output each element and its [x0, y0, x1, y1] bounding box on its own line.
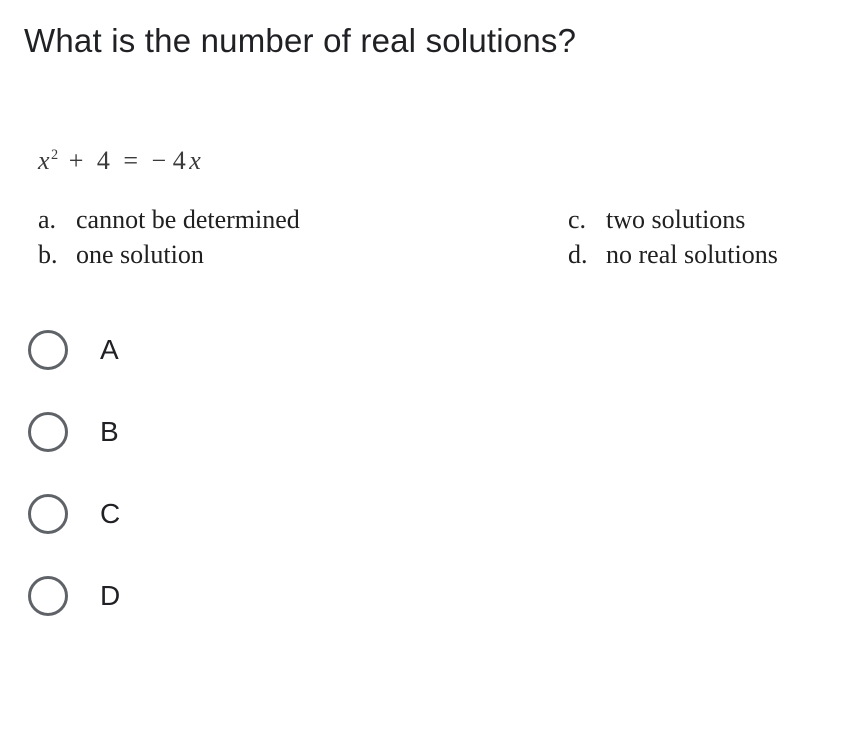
answer-key-d: d. no real solutions	[568, 237, 834, 272]
option-c[interactable]: C	[28, 494, 834, 534]
answer-text-c: two solutions	[606, 202, 745, 237]
option-d[interactable]: D	[28, 576, 834, 616]
answer-key-a: a. cannot be determined	[38, 202, 568, 237]
option-label-a: A	[100, 334, 119, 366]
option-label-c: C	[100, 498, 121, 530]
answer-letter-b: b.	[38, 237, 76, 272]
answer-key-col-right: c. two solutions d. no real solutions	[568, 202, 834, 272]
equation-rhs-var: x	[189, 146, 201, 175]
answer-letter-a: a.	[38, 202, 76, 237]
equation: x2 + 4 = −4x	[38, 146, 834, 176]
radio-icon	[28, 494, 68, 534]
answer-text-d: no real solutions	[606, 237, 778, 272]
answer-text-b: one solution	[76, 237, 204, 272]
question-title: What is the number of real solutions?	[24, 22, 834, 60]
equation-lhs-var: x	[38, 146, 50, 175]
option-label-d: D	[100, 580, 121, 612]
answer-letter-c: c.	[568, 202, 606, 237]
option-b[interactable]: B	[28, 412, 834, 452]
equation-plus: +	[69, 146, 84, 175]
answer-text-a: cannot be determined	[76, 202, 300, 237]
options-group: A B C D	[28, 330, 834, 616]
radio-icon	[28, 330, 68, 370]
option-label-b: B	[100, 416, 119, 448]
answer-key-b: b. one solution	[38, 237, 568, 272]
option-a[interactable]: A	[28, 330, 834, 370]
answer-key: a. cannot be determined b. one solution …	[38, 202, 834, 272]
answer-letter-d: d.	[568, 237, 606, 272]
answer-key-c: c. two solutions	[568, 202, 834, 237]
radio-icon	[28, 576, 68, 616]
radio-icon	[28, 412, 68, 452]
equation-lhs-exp: 2	[51, 147, 59, 163]
answer-key-col-left: a. cannot be determined b. one solution	[38, 202, 568, 272]
equation-rhs-coef: 4	[173, 146, 187, 175]
equation-eq: =	[123, 146, 138, 175]
equation-lhs-const: 4	[97, 146, 111, 175]
equation-rhs-sign: −	[152, 146, 167, 175]
